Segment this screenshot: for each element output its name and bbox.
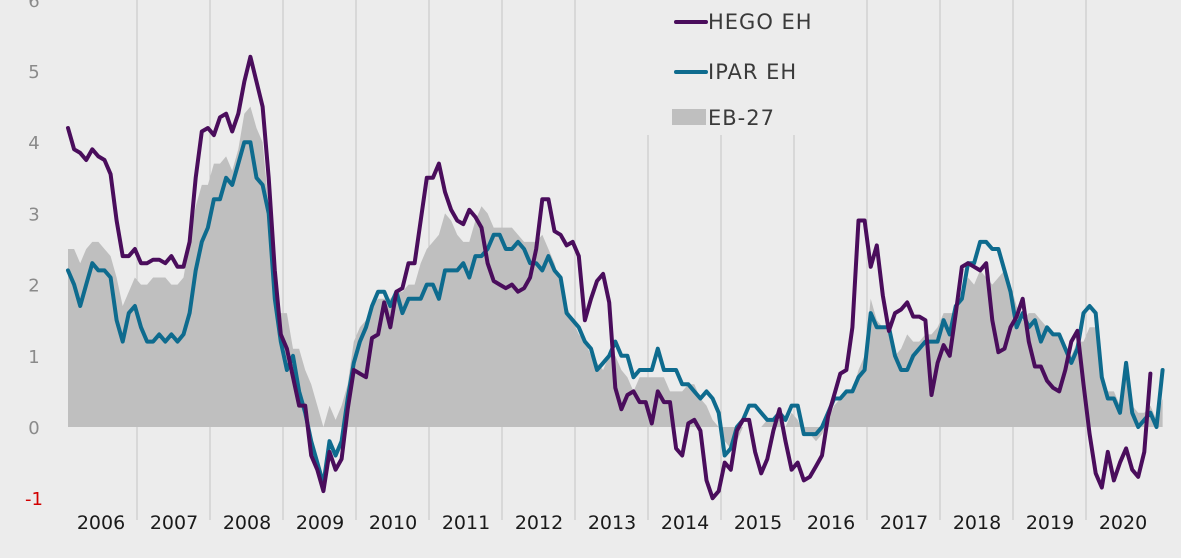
y-tick-label: 4 bbox=[28, 133, 39, 154]
legend-background bbox=[640, 0, 820, 135]
x-tick-label: 2020 bbox=[1099, 512, 1147, 534]
y-tick-label: 6 bbox=[28, 0, 39, 12]
x-tick-label: 2007 bbox=[150, 512, 198, 534]
legend-swatch-eb-27 bbox=[672, 109, 706, 125]
y-tick-label: 0 bbox=[28, 418, 39, 439]
x-axis-year-labels: 2006 2007 2008 2009 2010 2011 2012 2013 2014 2015… bbox=[77, 512, 1147, 534]
x-tick-label: 2006 bbox=[77, 512, 125, 534]
x-tick-label: 2008 bbox=[223, 512, 271, 534]
x-tick-label: 2019 bbox=[1026, 512, 1074, 534]
x-tick-label: 2009 bbox=[296, 512, 344, 534]
vertical-gridlines bbox=[136, 0, 1087, 520]
series-line-ipar-eh bbox=[66, 140, 1165, 486]
x-tick-label: 2018 bbox=[953, 512, 1001, 534]
y-tick-label: 2 bbox=[28, 276, 39, 297]
series-line-hego-eh bbox=[66, 54, 1153, 501]
x-tick-label: 2010 bbox=[369, 512, 417, 534]
x-tick-label: 2015 bbox=[734, 512, 782, 534]
x-tick-label: 2017 bbox=[880, 512, 928, 534]
y-tick-label: 5 bbox=[28, 62, 39, 83]
x-tick-label: 2011 bbox=[442, 512, 490, 534]
y-tick-label: -1 bbox=[25, 489, 43, 510]
series-area-eb-27 bbox=[68, 106, 1163, 449]
legend: HEGO EH IPAR EH EB-27 bbox=[640, 0, 820, 135]
x-tick-label: 2014 bbox=[661, 512, 709, 534]
legend-label-eb-27: EB-27 bbox=[708, 106, 775, 130]
y-axis-tick-labels: 6 5 4 3 2 1 0 -1 bbox=[25, 0, 43, 510]
x-tick-label: 2016 bbox=[807, 512, 855, 534]
legend-label-ipar-eh: IPAR EH bbox=[708, 60, 797, 84]
x-tick-label: 2013 bbox=[588, 512, 636, 534]
y-tick-label: 1 bbox=[28, 347, 39, 368]
legend-label-hego-eh: HEGO EH bbox=[708, 10, 813, 34]
x-tick-label: 2012 bbox=[515, 512, 563, 534]
y-tick-label: 3 bbox=[28, 204, 39, 225]
